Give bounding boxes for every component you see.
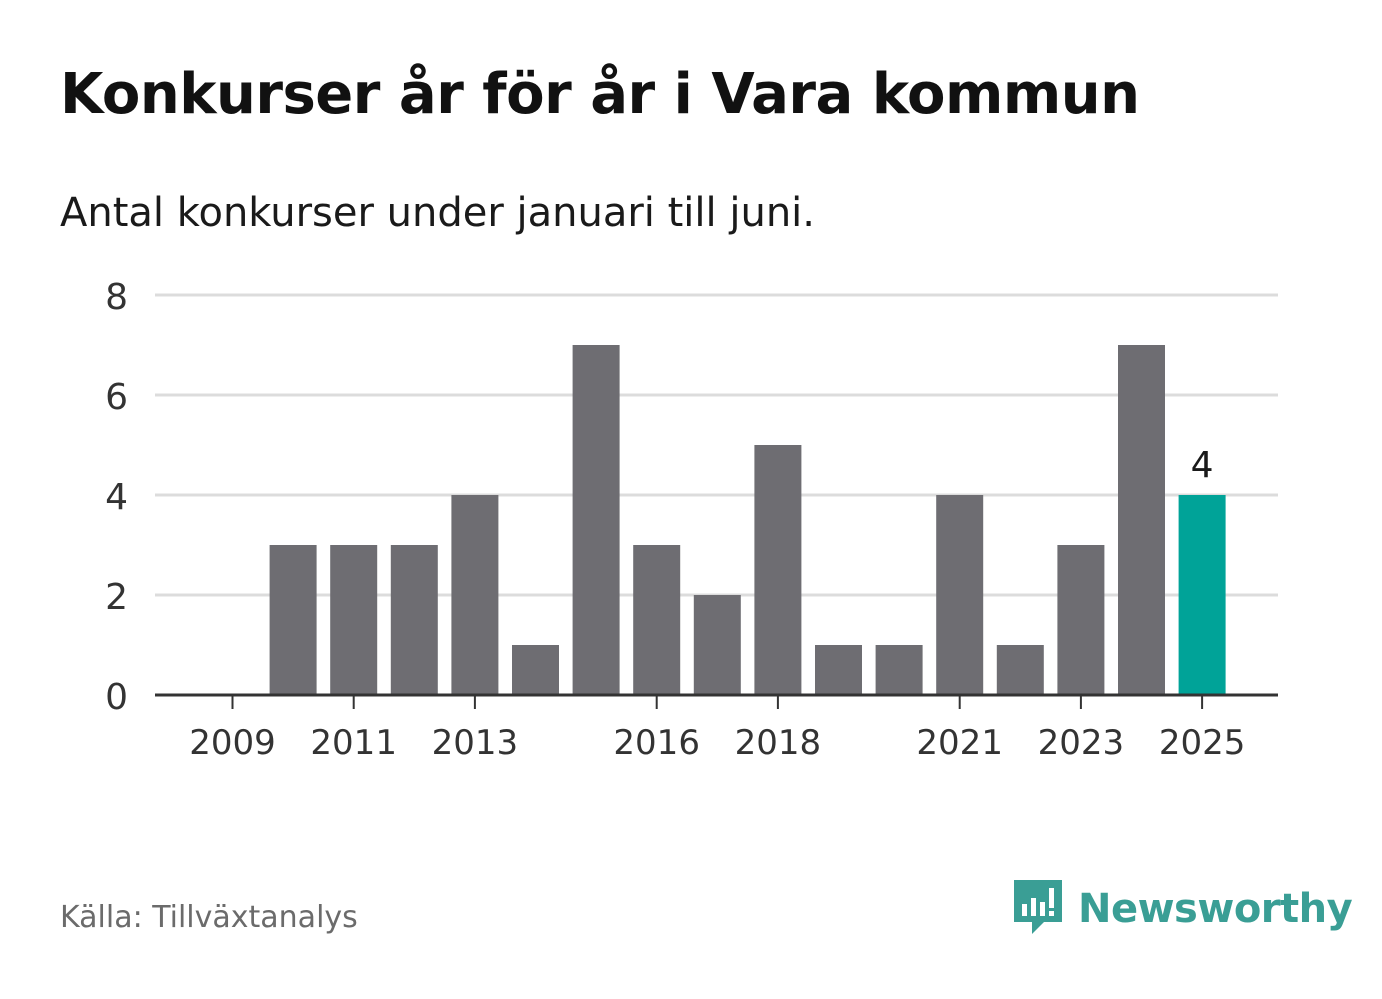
data-labels: 4 xyxy=(1191,445,1214,486)
grid-lines xyxy=(155,293,1278,597)
newsworthy-logo-icon xyxy=(1010,876,1066,942)
bar-2014 xyxy=(512,645,559,695)
bar-2025 xyxy=(1178,495,1226,695)
x-tick-label: 2018 xyxy=(735,723,822,763)
x-tick-label: 2025 xyxy=(1159,723,1246,763)
x-tick-label: 2016 xyxy=(613,723,700,763)
bar-2023 xyxy=(1057,545,1105,695)
bar-2017 xyxy=(693,595,741,695)
x-tick-label: 2021 xyxy=(916,723,1003,763)
x-tick-label: 2013 xyxy=(432,723,519,763)
x-tick-label: 2009 xyxy=(189,723,276,763)
bar-2015 xyxy=(572,345,620,695)
bar-2020 xyxy=(875,645,923,695)
x-axis-ticks: 2009 2011 2013 2016 2018 2021 2023 2025 xyxy=(189,695,1245,763)
bar-2011 xyxy=(330,545,378,695)
x-tick-label: 2023 xyxy=(1038,723,1125,763)
bar-2021 xyxy=(936,495,984,695)
chart-title: Konkurser år för år i Vara kommun xyxy=(60,62,1140,127)
brand-logo: Newsworthy xyxy=(1010,876,1353,942)
bar-2010 xyxy=(269,545,317,695)
bar-2019 xyxy=(815,645,862,695)
data-label-2025: 4 xyxy=(1191,445,1214,486)
bar-2024 xyxy=(1118,345,1165,695)
bar-2018 xyxy=(754,445,802,695)
y-tick-label: 8 xyxy=(105,277,128,318)
y-tick-label: 0 xyxy=(105,677,128,718)
chart-subtitle: Antal konkurser under januari till juni. xyxy=(60,190,815,236)
y-tick-label: 2 xyxy=(105,577,128,618)
bar-chart: 0 2 4 6 8 4 2009 2011 2013 2016 2018 2021 2023 2025 xyxy=(105,277,1278,763)
y-axis-ticks: 0 2 4 6 8 xyxy=(105,277,128,718)
y-tick-label: 4 xyxy=(105,477,128,518)
bar-2012 xyxy=(390,545,438,695)
bars xyxy=(269,345,1226,695)
bar-2016 xyxy=(633,545,681,695)
bar-2013 xyxy=(451,495,499,695)
source-note: Källa: Tillväxtanalys xyxy=(60,900,358,935)
brand-name: Newsworthy xyxy=(1078,886,1353,932)
bar-2022 xyxy=(996,645,1044,695)
x-tick-label: 2011 xyxy=(310,723,397,763)
y-tick-label: 6 xyxy=(105,377,128,418)
